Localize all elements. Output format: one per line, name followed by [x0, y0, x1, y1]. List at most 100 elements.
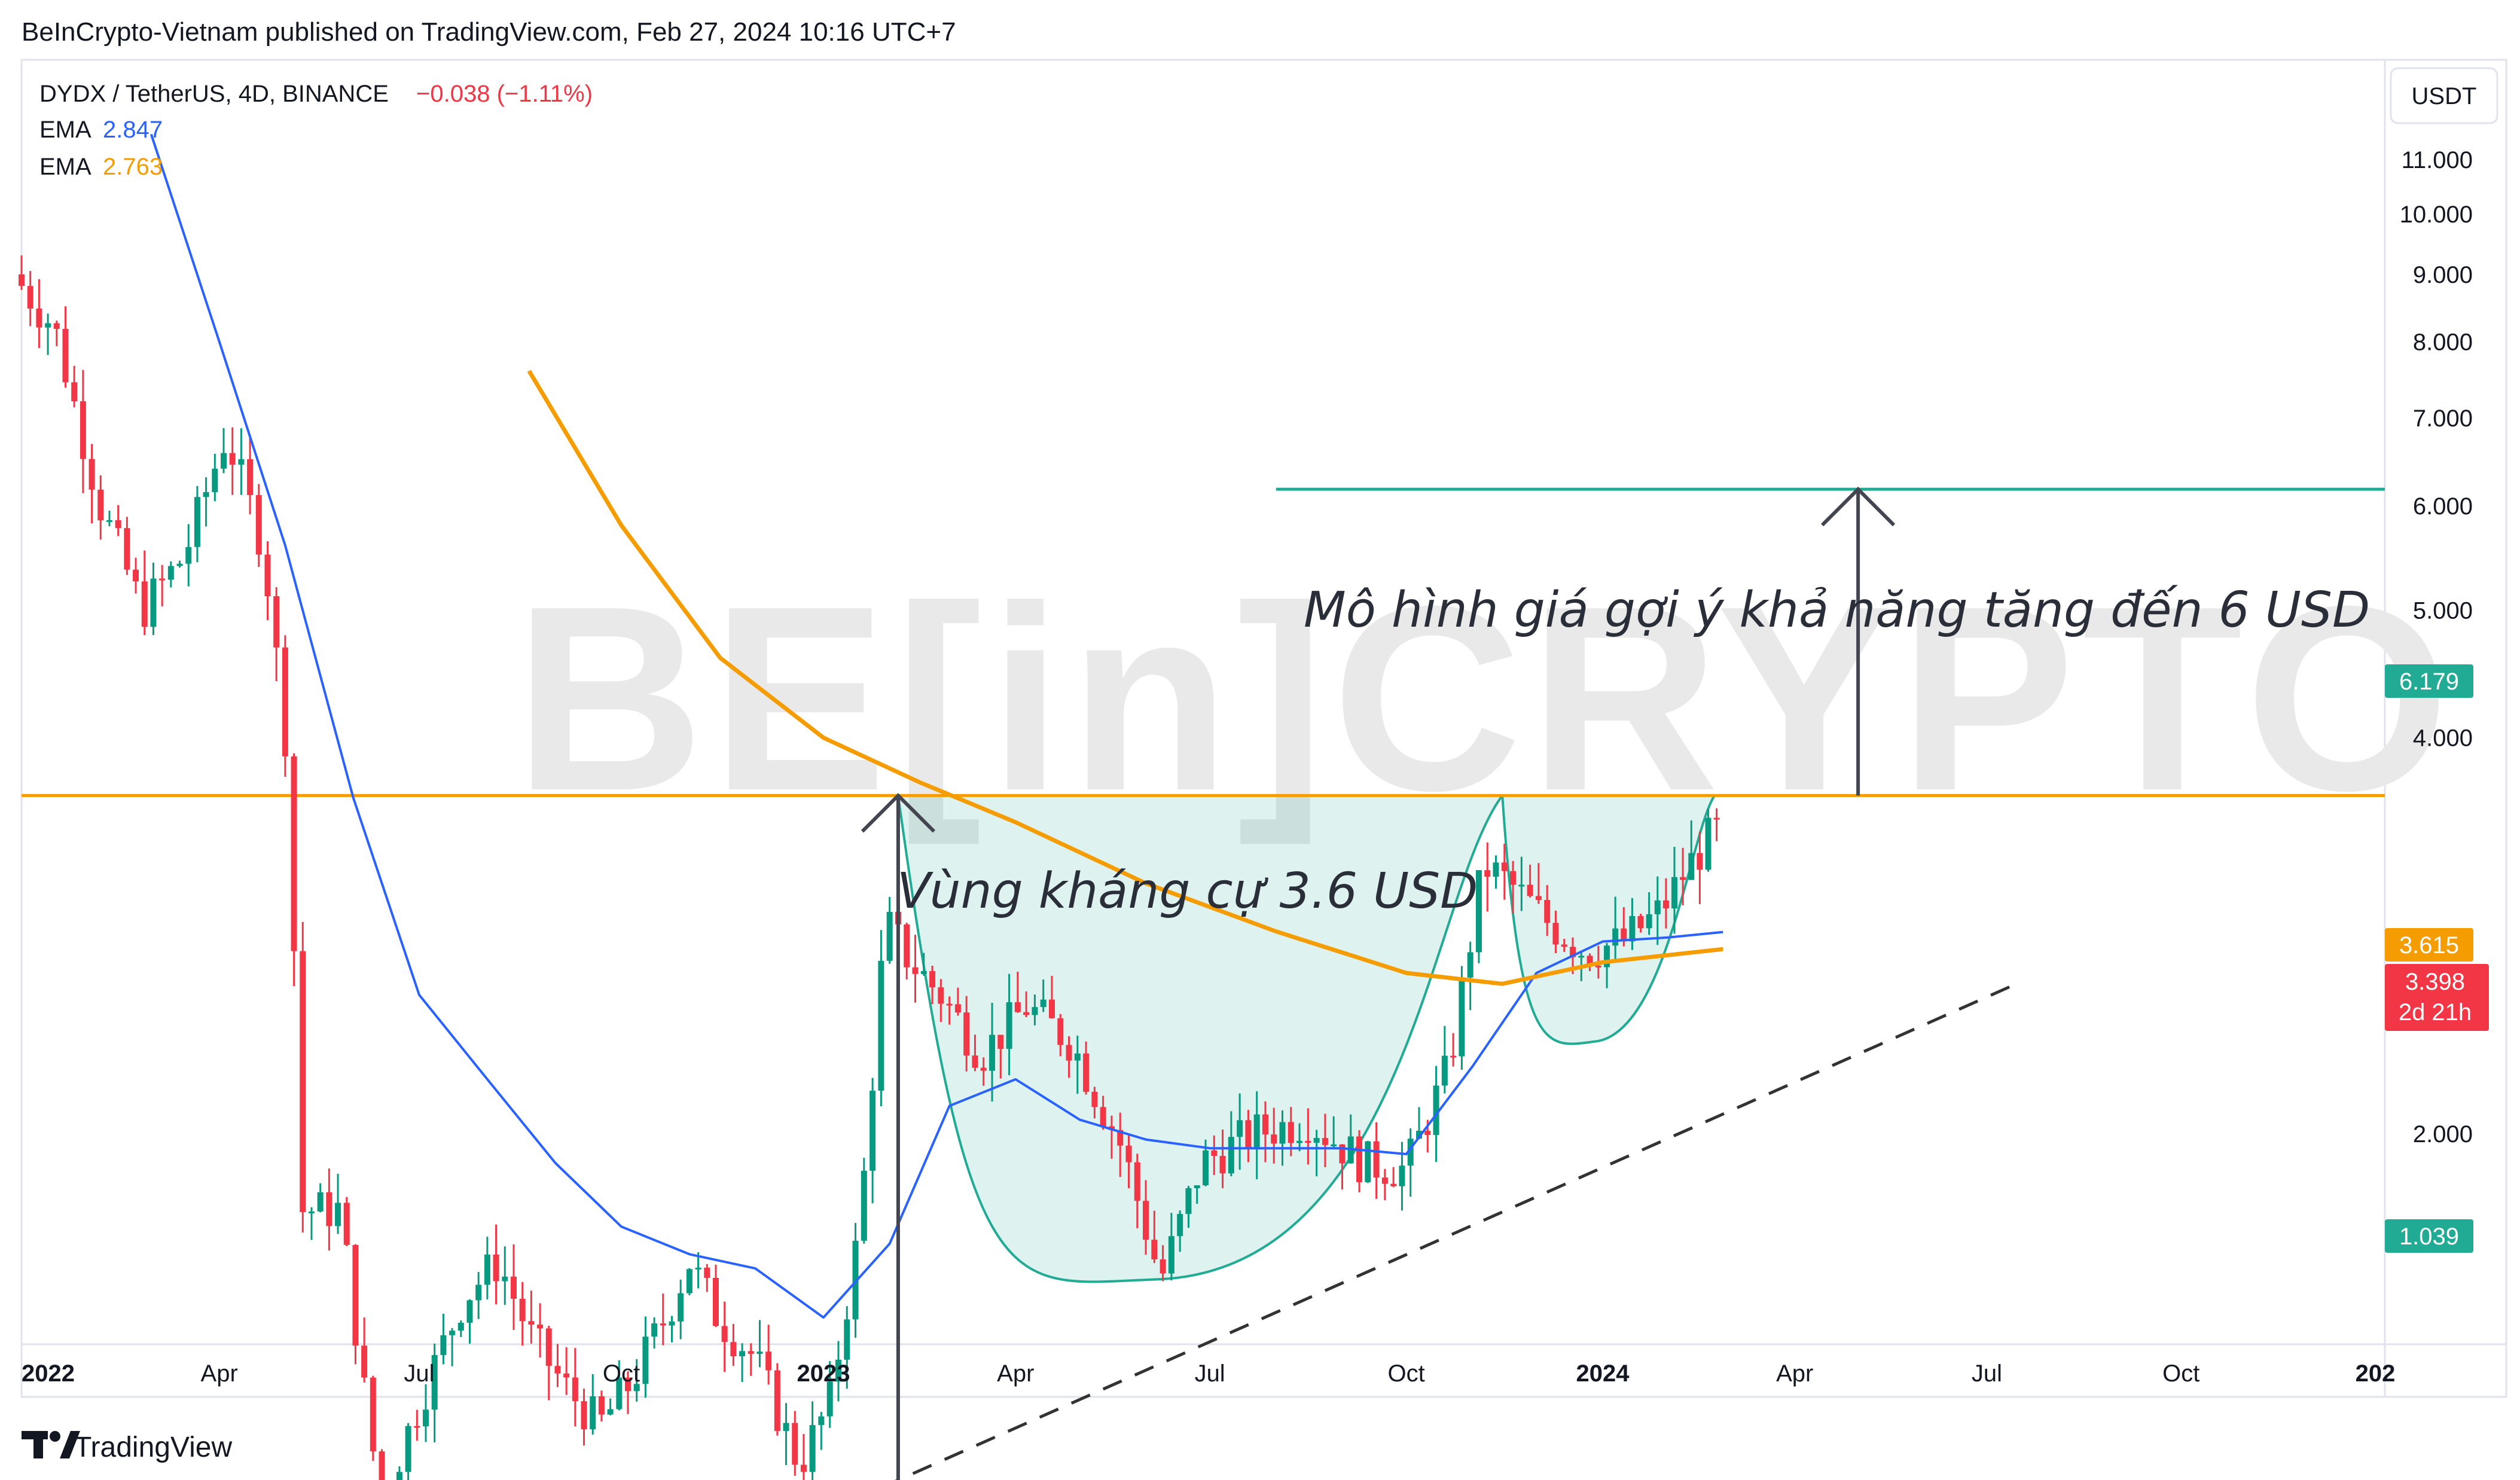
candle-body: [466, 1300, 473, 1323]
resistance-annotation: Vùng kháng cự 3.6 USD: [897, 863, 1478, 920]
tradingview-logo: TradingView: [22, 1431, 232, 1463]
candle-body: [167, 566, 174, 580]
candle-body: [203, 492, 209, 498]
candle-body: [1424, 1131, 1431, 1136]
candle-body: [291, 756, 297, 951]
badge-target-value: 6.179: [2399, 669, 2459, 695]
candle-body: [502, 1276, 508, 1281]
candle-body: [545, 1328, 552, 1366]
candle-body: [756, 1351, 763, 1354]
candle-body: [809, 1425, 816, 1472]
candle-body: [361, 1345, 368, 1378]
candle-body: [765, 1351, 772, 1371]
candle-body: [704, 1267, 710, 1278]
candle-body: [1484, 870, 1491, 877]
candle-body: [1134, 1162, 1140, 1201]
candle-body: [1160, 1259, 1166, 1274]
candle-body: [343, 1203, 350, 1245]
candle-body: [1381, 1177, 1388, 1184]
candle-body: [678, 1293, 684, 1322]
candle-body: [1143, 1201, 1149, 1240]
candle-body: [475, 1284, 482, 1301]
candle-body: [97, 489, 104, 521]
candle-body: [537, 1325, 544, 1329]
candle-body: [1604, 945, 1610, 968]
time-axis: 2022 Apr Jul Oct 2023 Apr Jul Oct 2024 Apr Jul Oct 2…: [22, 1360, 2395, 1387]
candle-body: [326, 1192, 332, 1226]
candle-body: [1313, 1138, 1320, 1143]
candle-body: [1373, 1141, 1380, 1178]
candle-body: [62, 328, 69, 383]
candle-body: [1637, 916, 1644, 929]
ema-1-value: 2.847: [103, 117, 163, 143]
rising-trendline: [895, 982, 2017, 1480]
candle-body: [493, 1254, 499, 1281]
price-tick-label: 6.000: [2413, 493, 2473, 520]
candle-body: [980, 1067, 987, 1071]
publisher-line: BeInCrypto-Vietnam published on TradingV…: [22, 17, 956, 47]
candle-body: [440, 1335, 447, 1356]
candle-body: [1705, 817, 1711, 870]
currency-button[interactable]: USDT: [2390, 67, 2498, 124]
price-tick-label: 8.000: [2413, 329, 2473, 355]
candle-body: [1441, 1055, 1448, 1086]
time-tick-label: Jul: [1195, 1360, 1225, 1387]
candle-body: [904, 924, 910, 968]
badge-current-countdown: 2d 21h: [2399, 999, 2472, 1026]
candle-body: [633, 1384, 640, 1391]
candle-body: [730, 1342, 737, 1357]
price-axis: 2.000 4.000 5.000 6.000 7.000 8.000 9.000 10.00…: [2400, 147, 2473, 1148]
candle-body: [572, 1377, 578, 1402]
candle-body: [1168, 1236, 1174, 1274]
price-tick-label: 10.000: [2400, 202, 2473, 228]
candle-body: [721, 1326, 728, 1342]
candle-body: [886, 911, 893, 961]
candle-body: [818, 1416, 825, 1426]
candle-body: [1390, 1183, 1397, 1186]
candle-body: [1570, 947, 1576, 957]
footer-brand: TradingView: [74, 1432, 232, 1463]
candle-body: [36, 308, 42, 328]
tv-logo-icon: [22, 1431, 80, 1458]
price-tick-label: 2.000: [2413, 1121, 2473, 1148]
candle-body: [1646, 914, 1652, 929]
candle-body: [1433, 1085, 1439, 1136]
ema-2-label: EMA: [39, 154, 91, 180]
currency-label: USDT: [2412, 83, 2477, 109]
candle-body: [1501, 862, 1508, 871]
candle-body: [1662, 900, 1669, 909]
candle-body: [308, 1211, 315, 1213]
candle-body: [89, 459, 95, 490]
drawings: [861, 486, 2017, 1480]
watermark: BE[in]CRYPTO: [514, 552, 2457, 847]
candle-body: [335, 1203, 341, 1226]
candle-body: [185, 547, 192, 564]
candle-body: [1194, 1185, 1200, 1188]
candle-body: [510, 1276, 517, 1299]
candle-body: [133, 569, 139, 582]
badge-support-value: 1.039: [2399, 1223, 2459, 1250]
candle-body: [1237, 1120, 1243, 1137]
price-tick-label: 4.000: [2413, 725, 2473, 752]
badge-resistance-value: 3.615: [2399, 932, 2459, 959]
candle-body: [1697, 853, 1703, 870]
candle-body: [1262, 1114, 1268, 1135]
candle-body: [1688, 853, 1695, 880]
candle-body: [1629, 916, 1636, 942]
candle-body: [519, 1298, 526, 1322]
candle-body: [1322, 1138, 1328, 1145]
time-tick-label: Oct: [1387, 1360, 1424, 1387]
candle-body: [528, 1321, 535, 1325]
candle-body: [273, 596, 280, 648]
candle-body: [176, 563, 183, 566]
candle-body: [1578, 956, 1585, 958]
candle-body: [861, 1170, 867, 1241]
candle-body: [1365, 1141, 1371, 1182]
candle-body: [1279, 1122, 1286, 1144]
time-tick-label: 2022: [22, 1360, 75, 1387]
candle-body: [938, 987, 944, 1004]
candle-body: [71, 382, 78, 402]
price-tick-label: 9.000: [2413, 262, 2473, 288]
candle-body: [1219, 1155, 1226, 1174]
